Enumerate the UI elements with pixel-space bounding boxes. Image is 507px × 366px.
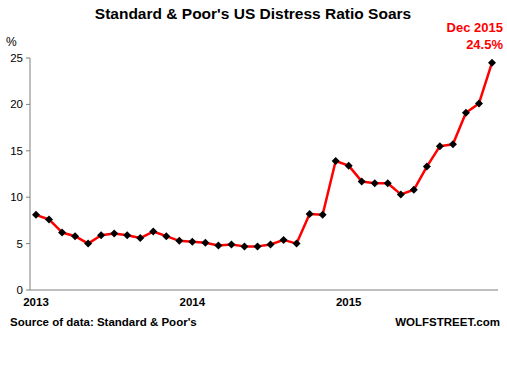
marker (71, 232, 79, 240)
y-tick (26, 104, 30, 105)
plot-area (32, 59, 496, 251)
y-tick-label: 20 (10, 98, 23, 110)
marker (319, 211, 327, 219)
marker (384, 179, 392, 187)
marker (306, 210, 314, 218)
x-tick-label: 2015 (336, 296, 362, 308)
marker (201, 239, 209, 247)
marker (136, 234, 144, 242)
marker (123, 231, 131, 239)
marker (227, 241, 235, 249)
marker (149, 228, 157, 236)
marker (188, 238, 196, 246)
line (36, 63, 492, 247)
marker (397, 190, 405, 198)
marker (410, 186, 418, 194)
y-axis-label: % (6, 35, 17, 49)
marker (345, 162, 353, 170)
y-axis (30, 58, 31, 290)
x-axis (30, 290, 498, 291)
x-tick-label: 2013 (23, 296, 49, 308)
marker (45, 215, 53, 223)
marker (332, 157, 340, 165)
y-tick-label: 15 (10, 145, 23, 157)
marker (253, 242, 261, 250)
marker (449, 140, 457, 148)
marker (175, 237, 183, 245)
marker (32, 211, 40, 219)
y-tick-label: 0 (17, 284, 23, 296)
marker (267, 241, 275, 249)
marker (488, 59, 496, 67)
marker (358, 177, 366, 185)
marker (436, 142, 444, 150)
y-tick (26, 290, 30, 291)
chart-svg: Standard & Poor's US Distress Ratio Soar… (0, 0, 507, 366)
y-tick (26, 150, 30, 151)
y-tick (26, 197, 30, 198)
y-tick-label: 5 (17, 238, 23, 250)
marker (423, 163, 431, 171)
marker (84, 240, 92, 248)
marker (58, 228, 66, 236)
marker (280, 236, 288, 244)
y-tick-label: 25 (10, 52, 23, 64)
marker (110, 229, 118, 237)
annotation: Dec 2015 (447, 20, 503, 35)
x-tick-label: 2014 (180, 296, 206, 308)
marker (214, 241, 222, 249)
title: Standard & Poor's US Distress Ratio Soar… (95, 5, 411, 22)
marker (240, 242, 248, 250)
annotation: 24.5% (466, 37, 503, 52)
y-tick-label: 10 (10, 191, 23, 203)
marker (162, 232, 170, 240)
y-tick (26, 58, 30, 59)
marker (97, 231, 105, 239)
marker (293, 240, 301, 248)
chart-container: Standard & Poor's US Distress Ratio Soar… (0, 0, 507, 366)
y-tick (26, 243, 30, 244)
marker (462, 109, 470, 117)
credit: WOLFSTREET.com (395, 316, 500, 328)
marker (475, 99, 483, 107)
source-note: Source of data: Standard & Poor's (10, 316, 197, 328)
marker (371, 179, 379, 187)
